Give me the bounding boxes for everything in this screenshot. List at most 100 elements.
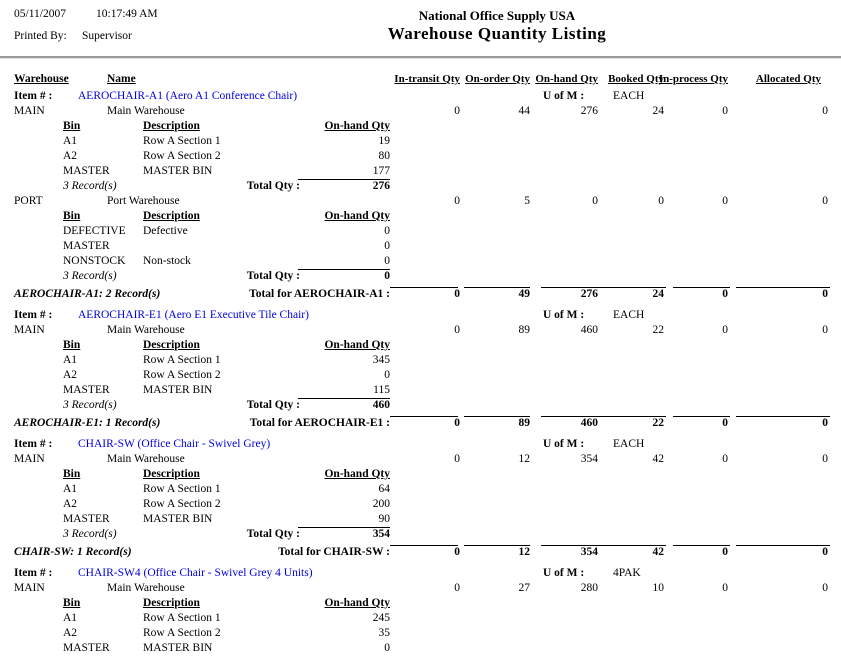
bin-code: MASTER	[63, 240, 110, 252]
qty-on-order: 89	[518, 324, 531, 336]
bin-description: Row A Section 1	[143, 612, 221, 624]
bin-description: Non-stock	[143, 255, 191, 267]
summary-rule	[464, 416, 530, 417]
uofm-label: U of M :	[543, 438, 585, 450]
bin-qty: 0	[384, 642, 390, 654]
uofm-label: U of M :	[543, 90, 585, 102]
bin-row: A1 Row A Section 1 245	[0, 611, 841, 626]
warehouse-row: MAIN Main Warehouse 0 12 354 42 0 0	[0, 452, 841, 467]
bin-header-row: Bin Description On-hand Qty	[0, 209, 841, 224]
summary-rule	[541, 545, 666, 546]
item-total-label: Total for AEROCHAIR-E1 :	[249, 417, 390, 429]
warehouse-code: PORT	[14, 195, 43, 207]
col-bin-on-hand: On-hand Qty	[324, 120, 390, 132]
bin-total-row: 3 Record(s) Total Qty : 354	[0, 527, 841, 542]
summary-rule	[673, 287, 730, 288]
item-link[interactable]: CHAIR-SW (Office Chair - Swivel Grey)	[78, 438, 271, 450]
bin-code: MASTER	[63, 384, 110, 396]
total-on-order: 12	[518, 546, 531, 558]
item-summary-row: AEROCHAIR-E1: 1 Record(s) Total for AERO…	[0, 416, 841, 431]
col-bin-description: Description	[143, 210, 200, 222]
total-booked: 22	[652, 417, 665, 429]
total-in-transit: 0	[454, 288, 460, 300]
bin-header-row: Bin Description On-hand Qty	[0, 119, 841, 134]
warehouse-row: MAIN Main Warehouse 0 89 460 22 0 0	[0, 323, 841, 338]
uofm-label: U of M :	[543, 309, 585, 321]
col-bin-on-hand: On-hand Qty	[324, 339, 390, 351]
total-qty-label: Total Qty :	[246, 270, 300, 282]
total-on-order: 49	[518, 288, 531, 300]
warehouse-row: MAIN Main Warehouse 0 27 280 10 0 0	[0, 581, 841, 596]
total-qty-label: Total Qty :	[246, 528, 300, 540]
item-summary-row: AEROCHAIR-A1: 2 Record(s) Total for AERO…	[0, 287, 841, 302]
item-header-row: Item # : CHAIR-SW4 (Office Chair - Swive…	[0, 566, 841, 581]
qty-on-hand: 460	[580, 324, 598, 336]
warehouse-name: Main Warehouse	[107, 105, 185, 117]
bin-row: A1 Row A Section 1 64	[0, 482, 841, 497]
bin-code: A2	[63, 627, 78, 639]
bin-description: Row A Section 2	[143, 369, 221, 381]
col-bin-description: Description	[143, 120, 200, 132]
bin-row: A2 Row A Section 2 80	[0, 149, 841, 164]
summary-rule	[541, 287, 666, 288]
item-number-label: Item # :	[14, 567, 53, 579]
bin-total-rule	[298, 398, 390, 399]
qty-on-order: 27	[518, 582, 531, 594]
summary-rule	[390, 416, 458, 417]
bin-qty: 19	[378, 135, 391, 147]
bin-total-rule	[298, 179, 390, 180]
bin-description: MASTER BIN	[143, 165, 213, 177]
col-bin: Bin	[63, 597, 81, 609]
bin-code: MASTER	[63, 642, 110, 654]
qty-in-transit: 0	[454, 582, 460, 594]
total-on-hand: 460	[580, 417, 598, 429]
uofm-value: EACH	[613, 438, 645, 450]
item-total-label: Total for AEROCHAIR-A1 :	[249, 288, 390, 300]
qty-on-order: 5	[524, 195, 530, 207]
item-header-row: Item # : AEROCHAIR-A1 (Aero A1 Conferenc…	[0, 89, 841, 104]
item-number-label: Item # :	[14, 438, 53, 450]
summary-rule	[464, 545, 530, 546]
col-bin: Bin	[63, 339, 81, 351]
total-on-order: 89	[518, 417, 531, 429]
total-in-transit: 0	[454, 546, 460, 558]
item-records-summary: CHAIR-SW: 1 Record(s)	[14, 546, 132, 558]
qty-in-process: 0	[722, 105, 728, 117]
item-records-summary: AEROCHAIR-E1: 1 Record(s)	[14, 417, 161, 429]
bin-qty: 0	[384, 255, 390, 267]
qty-in-transit: 0	[454, 324, 460, 336]
qty-booked: 0	[658, 195, 664, 207]
bin-description: Row A Section 2	[143, 498, 221, 510]
summary-rule	[736, 416, 830, 417]
uofm-value: 4PAK	[613, 567, 641, 579]
bin-qty: 200	[372, 498, 390, 510]
item-link[interactable]: AEROCHAIR-A1 (Aero A1 Conference Chair)	[78, 90, 298, 102]
bin-qty: 115	[373, 384, 390, 396]
col-bin: Bin	[63, 120, 81, 132]
qty-on-order: 44	[518, 105, 531, 117]
bin-total-rule	[298, 269, 390, 270]
item-link[interactable]: AEROCHAIR-E1 (Aero E1 Executive Tile Cha…	[78, 309, 309, 321]
item-number-label: Item # :	[14, 90, 53, 102]
bin-description: Row A Section 2	[143, 627, 221, 639]
qty-in-process: 0	[722, 453, 728, 465]
qty-booked: 42	[652, 453, 665, 465]
qty-in-transit: 0	[454, 195, 460, 207]
bin-description: MASTER BIN	[143, 642, 213, 654]
col-allocated-qty: Allocated Qty	[755, 73, 821, 85]
total-in-process: 0	[722, 288, 728, 300]
warehouse-code: MAIN	[14, 453, 45, 465]
bin-row: A2 Row A Section 2 200	[0, 497, 841, 512]
item-header-row: Item # : CHAIR-SW (Office Chair - Swivel…	[0, 437, 841, 452]
col-bin-description: Description	[143, 597, 200, 609]
summary-rule	[390, 545, 458, 546]
col-bin: Bin	[63, 210, 81, 222]
col-name: Name	[107, 73, 136, 85]
qty-on-hand: 280	[580, 582, 598, 594]
qty-allocated: 0	[822, 195, 828, 207]
total-qty-value: 460	[372, 399, 390, 411]
total-in-process: 0	[722, 546, 728, 558]
item-link[interactable]: CHAIR-SW4 (Office Chair - Swivel Grey 4 …	[78, 567, 313, 579]
bin-row: MASTER MASTER BIN 90	[0, 512, 841, 527]
